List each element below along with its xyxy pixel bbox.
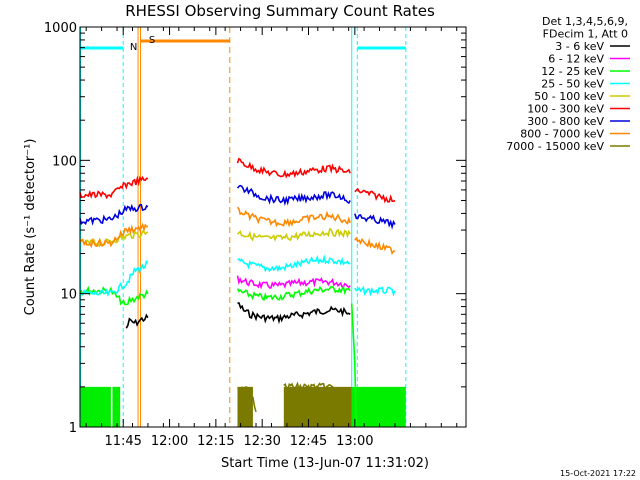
series-300-800-kev: [79, 184, 396, 230]
series-line: [236, 227, 351, 242]
series-line: [79, 222, 149, 249]
y-axis-label: Count Rate (s⁻¹ detector⁻¹): [23, 139, 38, 316]
legend-header: FDecim 1, Att 0: [543, 28, 628, 41]
chart-title: RHESSI Observing Summary Count Rates: [125, 2, 435, 20]
series-line: [237, 386, 257, 413]
series-line: [283, 381, 334, 393]
x-tick-label: 12:45: [290, 434, 327, 449]
series-800-7000-kev: [79, 206, 396, 255]
annotation-label: N: [130, 42, 137, 53]
legend-label: 25 - 50 keV: [541, 78, 604, 91]
legend-label: 800 - 7000 keV: [520, 128, 604, 141]
x-tick-label: 13:00: [336, 434, 373, 449]
annotation-layer: NS: [130, 35, 155, 53]
legend-label: 12 - 25 keV: [541, 65, 604, 78]
series-line: [354, 285, 396, 297]
legend-label: 3 - 6 keV: [555, 40, 604, 53]
timestamp: 15-Oct-2021 17:22: [560, 469, 636, 478]
series-line: [354, 236, 396, 255]
series-line: [236, 184, 351, 207]
plot-frame: [79, 26, 467, 428]
series-line: [350, 303, 358, 428]
series-line: [354, 187, 396, 204]
series-layer: [79, 157, 396, 428]
series-line: [79, 175, 149, 200]
annotation-label: S: [149, 35, 155, 46]
series-100-300-kev: [79, 157, 396, 204]
series-line: [79, 259, 149, 297]
y-tick-label: 10: [60, 288, 77, 303]
x-axis-label: Start Time (13-Jun-07 11:31:02): [221, 456, 429, 471]
bottom-block: [112, 386, 121, 427]
series-6-12-kev: [236, 275, 351, 290]
x-tick-label: 11:45: [104, 434, 141, 449]
series-line: [236, 157, 351, 179]
series-7000-15000-kev: [237, 381, 334, 413]
series-line: [125, 313, 149, 329]
bottom-block: [237, 386, 253, 427]
series-3-6-kev: [125, 302, 351, 329]
y-tick-label: 1: [69, 421, 77, 436]
axes-layer: 11:45 12:00 12:15 12:30 12:45 13:00 1 10 100 1000: [44, 21, 467, 449]
y-tick-label: 100: [52, 154, 77, 169]
series-line: [236, 275, 351, 290]
series-line: [236, 206, 351, 228]
bottom-block: [80, 386, 111, 427]
legend-label: 6 - 12 keV: [548, 53, 604, 66]
legend-label: 50 - 100 keV: [534, 90, 604, 103]
legend-label: 300 - 800 keV: [527, 115, 604, 128]
x-tick-label: 12:00: [151, 434, 188, 449]
bottom-block: [283, 386, 352, 427]
legend-label: 7000 - 15000 keV: [506, 140, 604, 153]
series-line: [79, 203, 149, 226]
series-line: [237, 254, 351, 273]
x-tick-label: 12:15: [197, 434, 234, 449]
series-line: [236, 285, 351, 302]
series-25-50-kev: [79, 254, 396, 297]
legend: Det 1,3,4,5,6,9,FDecim 1, Att 03 - 6 keV…: [506, 15, 630, 153]
y-tick-label: 1000: [44, 21, 77, 36]
series-line: [354, 213, 396, 230]
series-line: [237, 302, 351, 325]
legend-label: 100 - 300 keV: [527, 103, 604, 116]
bottom-block: [351, 386, 406, 427]
legend-header: Det 1,3,4,5,6,9,: [542, 15, 628, 28]
x-tick-label: 12:30: [243, 434, 280, 449]
